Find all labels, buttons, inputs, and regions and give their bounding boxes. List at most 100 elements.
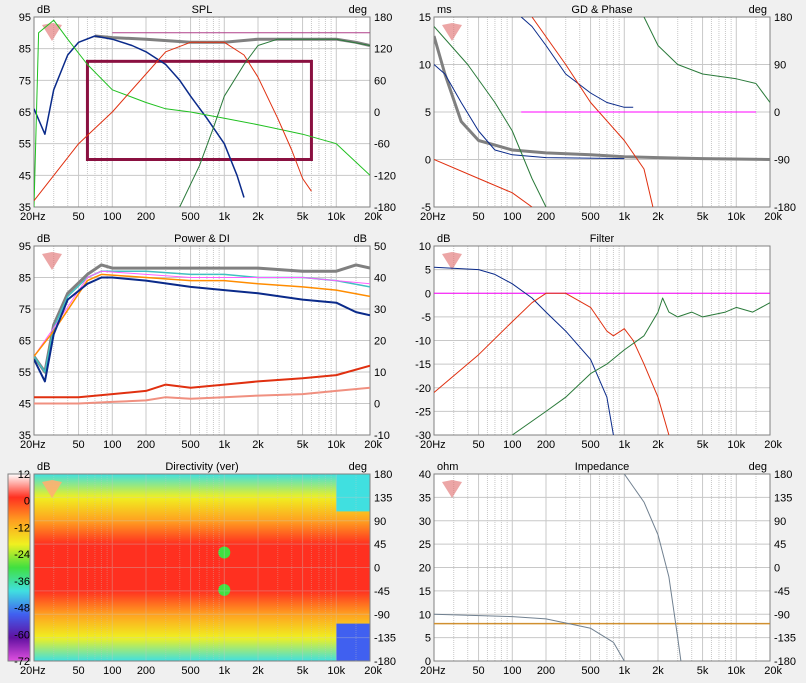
y2-tick-label: 120 bbox=[374, 44, 392, 56]
y-tick-label: 15 bbox=[419, 586, 431, 598]
logo-icon bbox=[442, 252, 462, 270]
y2-tick-label: -45 bbox=[374, 586, 390, 598]
x-tick-label: 50 bbox=[472, 665, 484, 677]
y2-tick-label: -10 bbox=[374, 430, 390, 442]
logo-icon bbox=[42, 23, 62, 41]
colorbar-tick-label: -60 bbox=[14, 629, 30, 641]
y-tick-label: 0 bbox=[425, 656, 431, 668]
series-group bbox=[34, 19, 370, 207]
y-tick-label: 0 bbox=[425, 288, 431, 300]
y2-tick-label: -180 bbox=[374, 656, 396, 668]
series-group bbox=[434, 474, 770, 661]
y2-tick-label: -90 bbox=[774, 155, 790, 167]
x-tick-label: 2k bbox=[252, 439, 264, 451]
x-tick-label: 500 bbox=[581, 665, 599, 677]
logo-icon bbox=[442, 480, 462, 498]
x-tick-label: 200 bbox=[137, 211, 155, 223]
x-tick-label: 2k bbox=[652, 211, 664, 223]
y-tick-label: 10 bbox=[419, 609, 431, 621]
x-tick-label: 20k bbox=[764, 439, 782, 451]
heatmap-edge bbox=[336, 474, 370, 512]
x-tick-label: 20k bbox=[364, 211, 382, 223]
y2-tick-label: 50 bbox=[374, 241, 386, 253]
y-tick-label: 85 bbox=[19, 273, 31, 285]
plot-frame bbox=[33, 16, 371, 208]
colorbar-tick-label: -24 bbox=[14, 549, 30, 561]
x-tick-label: 5k bbox=[697, 439, 709, 451]
chart-title: Impedance bbox=[575, 461, 629, 473]
x-tick-label: 2k bbox=[252, 211, 264, 223]
y2-tick-label: 180 bbox=[774, 12, 792, 24]
series-line bbox=[34, 273, 370, 357]
y2-tick-label: -135 bbox=[774, 633, 796, 645]
series-line bbox=[34, 41, 312, 202]
x-tick-label: 10k bbox=[327, 211, 345, 223]
x-tick-label: 100 bbox=[503, 211, 521, 223]
y-tick-label: -10 bbox=[415, 336, 431, 348]
chart-title: GD & Phase bbox=[571, 4, 632, 16]
y-tick-label: -30 bbox=[415, 430, 431, 442]
x-tick-label: 2k bbox=[252, 665, 264, 677]
y-tick-label: 0 bbox=[425, 155, 431, 167]
x-tick-label: 10k bbox=[727, 211, 745, 223]
y-tick-label: 85 bbox=[19, 44, 31, 56]
y-tick-label: 55 bbox=[19, 367, 31, 379]
x-tick-label: 500 bbox=[581, 439, 599, 451]
series-line bbox=[623, 474, 682, 661]
y2-tick-label: 30 bbox=[374, 304, 386, 316]
plot-frame bbox=[33, 473, 371, 662]
series-line bbox=[512, 297, 770, 435]
y2-unit-label: deg bbox=[749, 4, 767, 16]
y-tick-label: 10 bbox=[419, 60, 431, 72]
x-tick-label: 2k bbox=[652, 439, 664, 451]
y-tick-label: 30 bbox=[419, 516, 431, 528]
x-tick-label: 20Hz bbox=[20, 211, 46, 223]
x-tick-label: 200 bbox=[137, 439, 155, 451]
x-tick-label: 50 bbox=[472, 439, 484, 451]
colorbar-tick-label: 12 bbox=[18, 469, 30, 481]
y-tick-label: 5 bbox=[425, 107, 431, 119]
y-tick-label: -5 bbox=[421, 312, 431, 324]
y2-unit-label: deg bbox=[349, 4, 367, 16]
x-tick-label: 20Hz bbox=[20, 665, 46, 677]
y-tick-label: -20 bbox=[415, 383, 431, 395]
x-tick-label: 100 bbox=[103, 665, 121, 677]
y-tick-label: 45 bbox=[19, 399, 31, 411]
y-unit-label: dB bbox=[37, 461, 50, 473]
y2-tick-label: 40 bbox=[374, 273, 386, 285]
x-tick-label: 5k bbox=[697, 665, 709, 677]
series-line bbox=[434, 64, 625, 160]
x-tick-label: 20k bbox=[364, 439, 382, 451]
colorbar-tick-label: -72 bbox=[14, 656, 30, 668]
y-tick-label: -25 bbox=[415, 406, 431, 418]
colorbar-tick-label: -48 bbox=[14, 603, 30, 615]
panel-spl: SPL dB deg 20Hz 50 100 200 500 1k 2k 5k 10k 20k 95 85 7… bbox=[19, 4, 396, 223]
x-tick-label: 200 bbox=[137, 665, 155, 677]
series-line bbox=[434, 35, 770, 161]
x-tick-label: 1k bbox=[618, 211, 630, 223]
y2-tick-label: 0 bbox=[774, 563, 780, 575]
x-tick-label: 500 bbox=[581, 211, 599, 223]
x-tick-label: 1k bbox=[218, 211, 230, 223]
y2-tick-label: 0 bbox=[774, 107, 780, 119]
y-tick-label: 15 bbox=[419, 12, 431, 24]
x-tick-label: 5k bbox=[297, 665, 309, 677]
x-tick-label: 10k bbox=[327, 439, 345, 451]
series-line bbox=[34, 35, 245, 198]
y-tick-label: 35 bbox=[19, 202, 31, 214]
x-tick-label: 20Hz bbox=[420, 665, 446, 677]
x-tick-label: 5k bbox=[297, 211, 309, 223]
y2-tick-label: -180 bbox=[774, 656, 796, 668]
y2-tick-label: 135 bbox=[374, 492, 392, 504]
y2-unit-label: dB bbox=[354, 233, 367, 245]
series-line bbox=[434, 266, 614, 435]
series-line bbox=[34, 263, 370, 374]
x-tick-label: 1k bbox=[218, 665, 230, 677]
x-tick-label: 200 bbox=[537, 665, 555, 677]
y2-tick-label: 180 bbox=[774, 469, 792, 481]
x-tick-label: 500 bbox=[181, 211, 199, 223]
series-line bbox=[34, 386, 370, 405]
y-tick-label: 10 bbox=[419, 241, 431, 253]
